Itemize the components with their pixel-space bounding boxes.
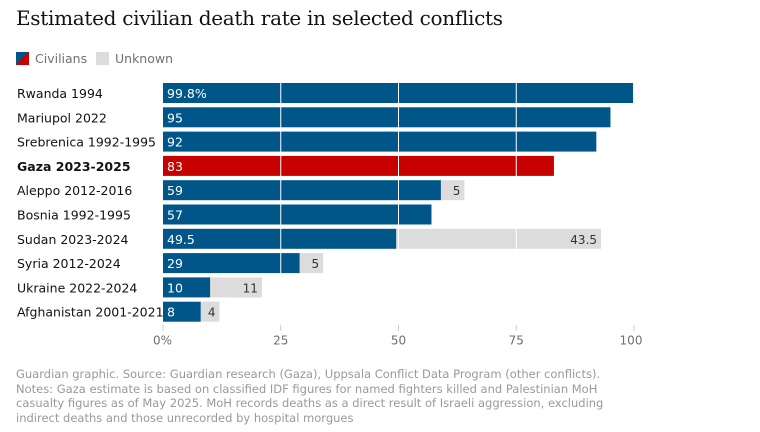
- unknown-data-label: 11: [243, 281, 258, 295]
- category-label: Mariupol 2022: [17, 110, 107, 125]
- civilians-bar: [163, 155, 554, 176]
- unknown-data-label: 4: [208, 306, 216, 320]
- x-tick-label: 50: [391, 334, 406, 348]
- civilians-data-label: 95: [167, 110, 183, 125]
- x-tick-label: 75: [509, 334, 524, 348]
- legend-label: Civilians: [35, 51, 88, 66]
- unknown-bar: [440, 180, 465, 201]
- civilians-data-label: 29: [167, 256, 183, 271]
- x-tick-label: 0%: [153, 334, 172, 348]
- category-label: Syria 2012-2024: [17, 256, 121, 271]
- category-label: Bosnia 1992-1995: [17, 208, 131, 223]
- category-label: Rwanda 1994: [17, 86, 103, 101]
- civilians-data-label: 10: [167, 280, 183, 295]
- civilians-data-label: 92: [167, 135, 183, 150]
- unknown-bar: [299, 253, 324, 274]
- category-label: Aleppo 2012-2016: [17, 183, 132, 198]
- civilians-bar: [163, 107, 611, 128]
- unknown-data-label: 5: [311, 257, 319, 271]
- civilians-data-label: 83: [167, 159, 183, 174]
- civilians-bar: [163, 301, 201, 322]
- civilians-data-label: 8: [167, 305, 175, 320]
- unknown-bar: [396, 228, 602, 249]
- chart-title: Estimated civilian death rate in selecte…: [16, 6, 503, 30]
- x-tick-label: 100: [620, 334, 643, 348]
- legend-unknown: Unknown: [96, 51, 173, 66]
- civilians-bar: [163, 228, 397, 249]
- category-label: Afghanistan 2001-2021: [17, 305, 164, 320]
- category-label: Sudan 2023-2024: [17, 232, 129, 247]
- unknown-data-label: 5: [453, 184, 461, 198]
- civilians-data-label: 99.8%: [167, 86, 207, 101]
- civilians-bar: [163, 204, 432, 225]
- civilians-bar: [163, 277, 211, 298]
- civilians-bar: [163, 253, 300, 274]
- unknown-bar: [210, 277, 262, 298]
- unknown-data-label: 43.5: [570, 233, 597, 247]
- civilians-data-label: 49.5: [167, 232, 195, 247]
- bar-chart: Rwanda 1994 99.8% Mariupol 2022 95 Srebrenic…: [17, 81, 643, 348]
- footer-note: Guardian graphic. Source: Guardian resea…: [16, 367, 604, 425]
- x-tick-label: 25: [273, 334, 288, 348]
- legend-label: Unknown: [115, 51, 174, 66]
- unknown-bar: [200, 301, 220, 322]
- civilians-swatch-icon: [16, 52, 29, 65]
- category-label: Gaza 2023-2025: [17, 159, 131, 174]
- category-label: Ukraine 2022-2024: [17, 280, 137, 295]
- civilians-bar: [163, 131, 597, 152]
- unknown-swatch-icon: [96, 52, 109, 65]
- civilians-data-label: 59: [167, 183, 183, 198]
- civilians-data-label: 57: [167, 208, 183, 223]
- civilians-bar: [163, 180, 441, 201]
- category-label: Srebrenica 1992-1995: [17, 135, 156, 150]
- legend-civilians: Civilians: [16, 51, 87, 66]
